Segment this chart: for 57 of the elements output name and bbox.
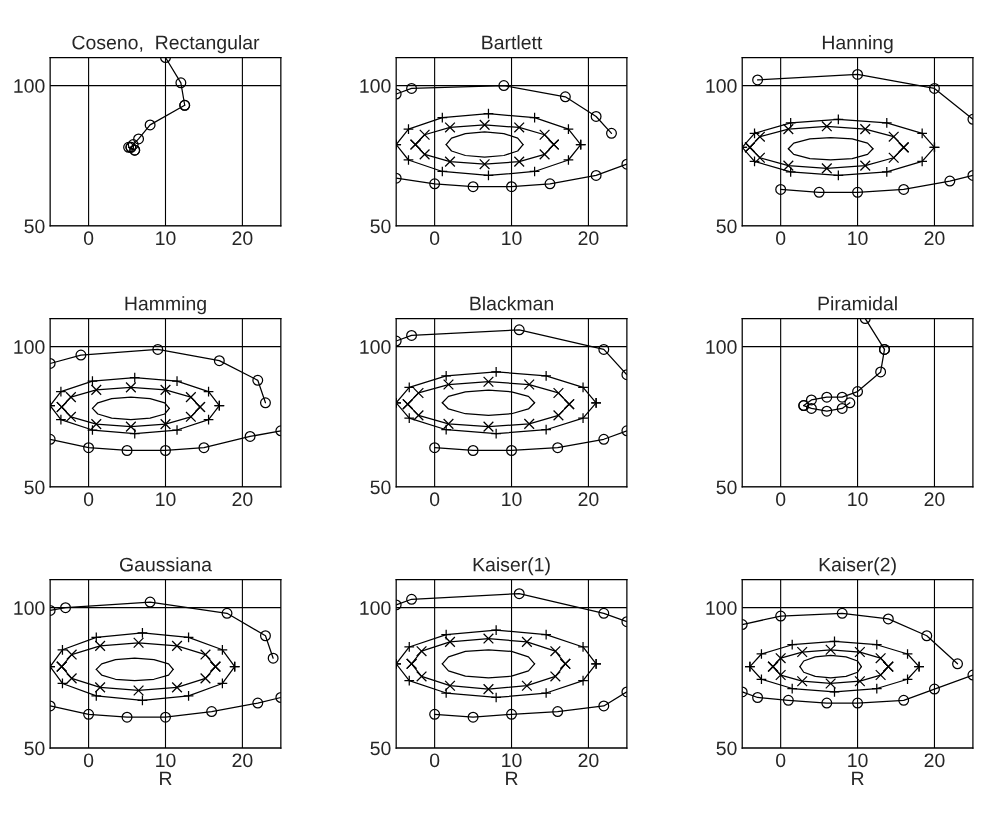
x-tick-label: 0	[83, 753, 94, 768]
y-tick-label: 100	[360, 79, 391, 93]
y-tick-label: 50	[716, 219, 737, 234]
chart-title: Kaiser(2)	[819, 557, 896, 576]
x-tick-label: 0	[429, 753, 440, 768]
y-tick-label: 50	[24, 219, 45, 234]
y-tick-label: 100	[360, 601, 391, 615]
chart-title: Kaiser(1)	[473, 557, 550, 576]
y-tick-label: 50	[716, 741, 737, 756]
x-tick-label: 0	[429, 492, 440, 507]
y-tick-label: 100	[14, 340, 45, 354]
y-tick-label: 100	[14, 79, 45, 93]
x-tick-label: 20	[924, 753, 945, 768]
x-tick-label: 0	[776, 231, 786, 246]
y-tick-label: 100	[14, 601, 45, 615]
x-tick-label: 0	[776, 492, 786, 507]
x-tick-label: 20	[578, 492, 599, 507]
y-tick-label: 50	[24, 480, 45, 495]
y-tick-label: 100	[360, 340, 391, 354]
x-axis-title: R	[852, 771, 864, 786]
x-tick-label: 10	[502, 492, 522, 507]
x-tick-label: 20	[924, 492, 945, 507]
y-tick-label: 100	[706, 601, 737, 615]
y-tick-label: 50	[370, 219, 391, 234]
x-tick-label: 20	[924, 231, 945, 246]
x-tick-label: 20	[578, 753, 599, 768]
x-tick-label: 0	[83, 492, 94, 507]
chart-title: Hanning	[822, 35, 893, 54]
y-tick-label: 50	[370, 480, 391, 495]
x-tick-label: 10	[502, 231, 522, 246]
y-tick-label: 50	[370, 741, 391, 756]
x-tick-label: 10	[156, 231, 176, 246]
y-tick-label: 100	[706, 79, 737, 93]
x-axis-title: R	[160, 771, 172, 786]
x-tick-label: 10	[502, 753, 522, 768]
x-tick-label: 0	[429, 231, 440, 246]
x-tick-label: 10	[848, 231, 868, 246]
x-tick-label: 20	[578, 231, 599, 246]
x-axis-title: R	[506, 771, 518, 786]
chart-title: Hamming	[125, 296, 206, 315]
x-tick-label: 10	[156, 492, 176, 507]
chart-title: Coseno, Rectangular	[72, 35, 260, 54]
x-tick-label: 20	[232, 492, 253, 507]
x-tick-label: 20	[232, 231, 253, 246]
y-tick-label: 100	[706, 340, 737, 354]
chart-title: Gaussiana	[120, 557, 212, 572]
x-tick-label: 10	[156, 753, 176, 768]
chart-title: Blackman	[470, 296, 553, 311]
y-tick-label: 50	[716, 480, 737, 495]
y-tick-label: 50	[24, 741, 45, 756]
x-tick-label: 0	[83, 231, 94, 246]
x-tick-label: 10	[848, 492, 868, 507]
x-tick-label: 0	[776, 753, 786, 768]
chart-title: Piramidal	[818, 296, 897, 311]
x-tick-label: 10	[848, 753, 868, 768]
x-tick-label: 20	[232, 753, 253, 768]
chart-title: Bartlett	[482, 35, 543, 50]
